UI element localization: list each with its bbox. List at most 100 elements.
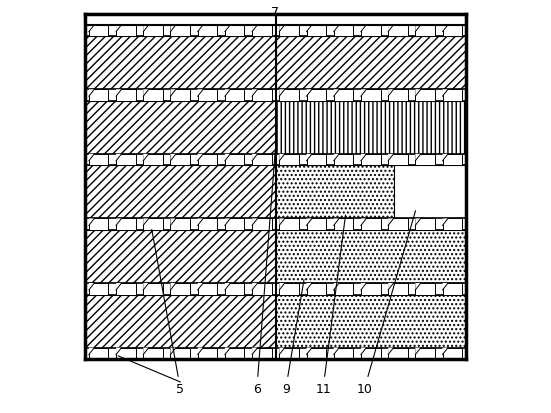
Text: 7: 7 [272,6,279,19]
Bar [85,154,466,166]
Bar [415,348,435,359]
Polygon shape [361,283,366,290]
Polygon shape [415,283,421,290]
Bar [252,154,272,166]
Polygon shape [89,283,94,290]
Polygon shape [225,154,230,161]
Bar [306,283,326,295]
Polygon shape [170,348,176,355]
Polygon shape [143,348,149,355]
Bar [170,26,190,37]
Polygon shape [415,26,421,33]
Bar [276,230,466,283]
Bar [85,90,466,102]
Bar [170,348,190,359]
Bar [415,26,435,37]
Bar [143,283,163,295]
Bar [334,348,353,359]
Bar [85,230,276,283]
Polygon shape [442,219,448,226]
Text: 11: 11 [315,216,345,395]
Bar [225,154,245,166]
Bar [89,348,109,359]
Polygon shape [89,348,94,355]
Bar [306,348,326,359]
Polygon shape [306,283,312,290]
Bar [85,37,276,90]
Polygon shape [89,90,94,97]
Text: 5: 5 [152,230,184,395]
Polygon shape [143,26,149,33]
Polygon shape [361,154,366,161]
Bar [85,348,466,359]
Polygon shape [252,90,257,97]
Bar [116,154,136,166]
Polygon shape [415,219,421,226]
Bar [198,154,217,166]
Polygon shape [252,219,257,226]
Bar [306,219,326,230]
Bar [415,283,435,295]
Text: 9: 9 [282,280,304,395]
Bar [85,283,466,295]
Bar [198,219,217,230]
Bar [252,90,272,102]
Bar [170,283,190,295]
Polygon shape [415,348,421,355]
Bar [85,102,276,154]
Bar [225,219,245,230]
Bar [388,219,408,230]
Bar [85,166,276,219]
Polygon shape [334,219,339,226]
Bar [361,154,381,166]
Bar [361,348,381,359]
Polygon shape [334,154,339,161]
Bar [334,90,353,102]
Bar [388,26,408,37]
Bar [225,26,245,37]
Bar [415,154,435,166]
Polygon shape [388,283,393,290]
Polygon shape [442,348,448,355]
Bar [442,348,462,359]
Bar [279,283,299,295]
Polygon shape [361,26,366,33]
Bar [143,154,163,166]
Bar [198,283,217,295]
Polygon shape [252,26,257,33]
Bar [276,166,393,219]
Bar [388,154,408,166]
Bar [85,219,466,230]
Polygon shape [442,90,448,97]
Polygon shape [306,90,312,97]
Polygon shape [225,90,230,97]
Polygon shape [252,283,257,290]
Bar [143,90,163,102]
Bar [276,37,466,90]
Bar [334,219,353,230]
Polygon shape [143,219,149,226]
Bar [442,26,462,37]
Bar [442,154,462,166]
Polygon shape [170,219,176,226]
Polygon shape [361,90,366,97]
Polygon shape [170,154,176,161]
Polygon shape [334,90,339,97]
Bar [116,283,136,295]
Polygon shape [252,154,257,161]
Bar [89,154,109,166]
Polygon shape [334,348,339,355]
Polygon shape [170,90,176,97]
Bar [415,219,435,230]
Polygon shape [442,154,448,161]
Polygon shape [388,219,393,226]
Bar [361,90,381,102]
Text: 10: 10 [356,211,415,395]
Bar [252,219,272,230]
Bar [334,26,353,37]
Polygon shape [170,283,176,290]
Bar [442,283,462,295]
Polygon shape [279,348,285,355]
Bar [279,154,299,166]
Bar [334,154,353,166]
